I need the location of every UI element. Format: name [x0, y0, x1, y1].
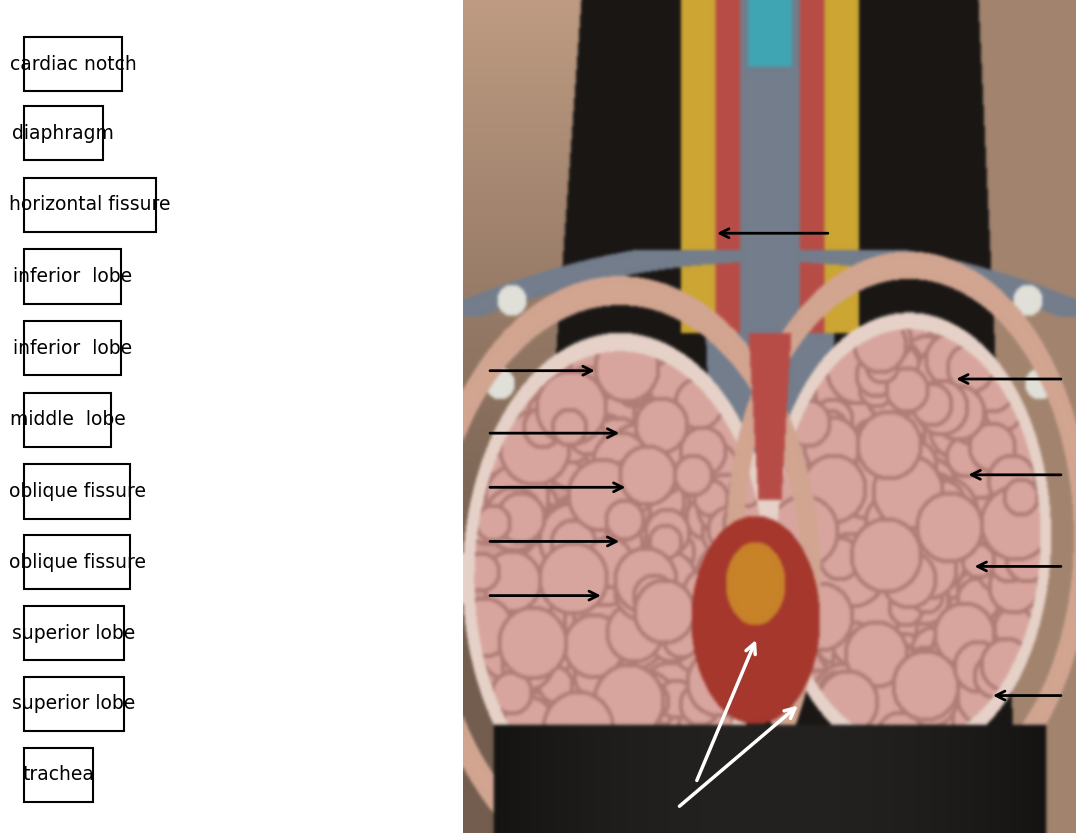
FancyBboxPatch shape — [24, 178, 156, 232]
FancyBboxPatch shape — [24, 748, 94, 801]
Text: oblique fissure: oblique fissure — [9, 553, 145, 571]
FancyBboxPatch shape — [24, 606, 124, 660]
Text: horizontal fissure: horizontal fissure — [10, 196, 171, 214]
Text: inferior  lobe: inferior lobe — [13, 267, 132, 286]
Text: inferior  lobe: inferior lobe — [13, 339, 132, 357]
Text: diaphragm: diaphragm — [13, 124, 114, 142]
Text: trachea: trachea — [23, 766, 95, 784]
Text: superior lobe: superior lobe — [12, 624, 136, 642]
FancyBboxPatch shape — [24, 37, 123, 92]
FancyBboxPatch shape — [24, 393, 111, 446]
FancyBboxPatch shape — [24, 107, 102, 160]
Text: superior lobe: superior lobe — [12, 695, 136, 713]
FancyBboxPatch shape — [24, 250, 122, 303]
FancyBboxPatch shape — [24, 536, 130, 590]
Text: oblique fissure: oblique fissure — [9, 482, 145, 501]
FancyBboxPatch shape — [24, 465, 130, 518]
Text: middle  lobe: middle lobe — [10, 411, 126, 429]
Text: cardiac notch: cardiac notch — [10, 55, 137, 73]
FancyBboxPatch shape — [24, 676, 124, 731]
FancyBboxPatch shape — [24, 321, 122, 375]
